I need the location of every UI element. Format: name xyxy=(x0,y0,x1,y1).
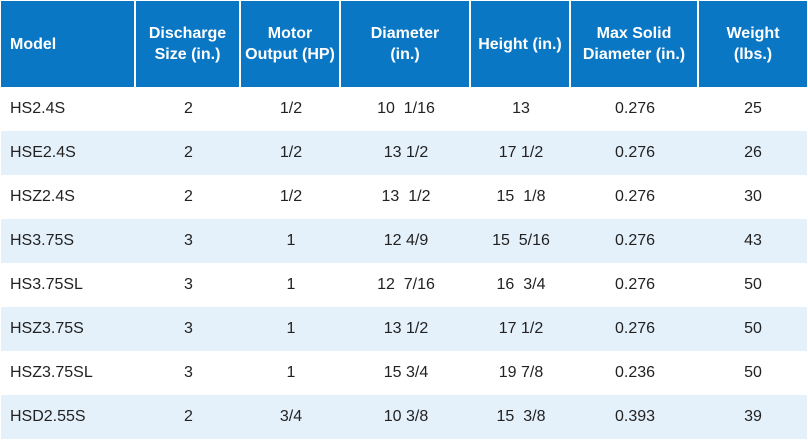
cell-height: 19 7/8 xyxy=(471,351,571,395)
column-header-model: Model xyxy=(1,1,136,87)
cell-height: 15 1/8 xyxy=(471,175,571,219)
cell-model: HS3.75S xyxy=(1,219,136,263)
header-row: Model Discharge Size (in.) Motor Output … xyxy=(1,1,807,87)
cell-motor-output: 1/2 xyxy=(241,175,341,219)
cell-max-solid-diameter: 0.276 xyxy=(571,219,699,263)
header-line: Weight xyxy=(726,25,780,42)
table-row: HS3.75SL 3 1 12 7/16 16 3/4 0.276 50 xyxy=(1,263,807,307)
cell-diameter: 15 3/4 xyxy=(341,351,471,395)
header-line: Model xyxy=(10,35,57,53)
cell-weight: 50 xyxy=(699,351,807,395)
column-header-max-solid-diameter: Max Solid Diameter (in.) xyxy=(571,1,699,87)
cell-discharge-size: 3 xyxy=(136,351,241,395)
column-header-discharge-size: Discharge Size (in.) xyxy=(136,1,241,87)
table-row: HS2.4S 2 1/2 10 1/16 13 0.276 25 xyxy=(1,87,807,131)
header-line: Motor xyxy=(267,25,313,42)
cell-weight: 39 xyxy=(699,395,807,439)
cell-motor-output: 1 xyxy=(241,263,341,307)
table-row: HSE2.4S 2 1/2 13 1/2 17 1/2 0.276 26 xyxy=(1,131,807,175)
column-header-weight: Weight (lbs.) xyxy=(699,1,807,87)
cell-model: HS2.4S xyxy=(1,87,136,131)
cell-motor-output: 3/4 xyxy=(241,395,341,439)
cell-max-solid-diameter: 0.393 xyxy=(571,395,699,439)
cell-discharge-size: 2 xyxy=(136,131,241,175)
table-row: HSZ3.75S 3 1 13 1/2 17 1/2 0.276 50 xyxy=(1,307,807,351)
cell-model: HS3.75SL xyxy=(1,263,136,307)
cell-diameter: 12 4/9 xyxy=(341,219,471,263)
cell-motor-output: 1 xyxy=(241,351,341,395)
cell-motor-output: 1/2 xyxy=(241,131,341,175)
cell-diameter: 13 1/2 xyxy=(341,175,471,219)
cell-height: 15 3/8 xyxy=(471,395,571,439)
cell-diameter: 12 7/16 xyxy=(341,263,471,307)
table-row: HSD2.55S 2 3/4 10 3/8 15 3/8 0.393 39 xyxy=(1,395,807,439)
cell-discharge-size: 2 xyxy=(136,87,241,131)
table-row: HS3.75S 3 1 12 4/9 15 5/16 0.276 43 xyxy=(1,219,807,263)
cell-model: HSE2.4S xyxy=(1,131,136,175)
cell-discharge-size: 2 xyxy=(136,175,241,219)
header-line: Discharge xyxy=(148,25,227,42)
table-row: HSZ2.4S 2 1/2 13 1/2 15 1/8 0.276 30 xyxy=(1,175,807,219)
cell-discharge-size: 3 xyxy=(136,219,241,263)
header-line: Size (in.) xyxy=(154,46,221,63)
column-header-motor-output: Motor Output (HP) xyxy=(241,1,341,87)
cell-discharge-size: 3 xyxy=(136,307,241,351)
header-line: Max Solid xyxy=(596,25,672,42)
cell-discharge-size: 2 xyxy=(136,395,241,439)
header-line: (in.) xyxy=(390,46,420,63)
table-row: HSZ3.75SL 3 1 15 3/4 19 7/8 0.236 50 xyxy=(1,351,807,395)
header-line: (lbs.) xyxy=(733,46,773,63)
cell-weight: 30 xyxy=(699,175,807,219)
header-line: Diameter (in.) xyxy=(582,46,686,63)
cell-motor-output: 1/2 xyxy=(241,87,341,131)
column-header-diameter: Diameter (in.) xyxy=(341,1,471,87)
cell-weight: 50 xyxy=(699,263,807,307)
cell-diameter: 13 1/2 xyxy=(341,307,471,351)
cell-motor-output: 1 xyxy=(241,219,341,263)
cell-height: 17 1/2 xyxy=(471,307,571,351)
cell-max-solid-diameter: 0.276 xyxy=(571,263,699,307)
cell-height: 17 1/2 xyxy=(471,131,571,175)
cell-max-solid-diameter: 0.276 xyxy=(571,131,699,175)
cell-model: HSZ3.75SL xyxy=(1,351,136,395)
cell-height: 15 5/16 xyxy=(471,219,571,263)
cell-discharge-size: 3 xyxy=(136,263,241,307)
cell-weight: 43 xyxy=(699,219,807,263)
cell-max-solid-diameter: 0.276 xyxy=(571,175,699,219)
cell-max-solid-diameter: 0.276 xyxy=(571,307,699,351)
cell-weight: 25 xyxy=(699,87,807,131)
cell-weight: 26 xyxy=(699,131,807,175)
cell-diameter: 10 1/16 xyxy=(341,87,471,131)
column-header-height: Height (in.) xyxy=(471,1,571,87)
header-line: Height (in.) xyxy=(478,35,562,53)
cell-height: 13 xyxy=(471,87,571,131)
cell-height: 16 3/4 xyxy=(471,263,571,307)
header-line: Output (HP) xyxy=(245,46,335,63)
cell-model: HSD2.55S xyxy=(1,395,136,439)
table-header: Model Discharge Size (in.) Motor Output … xyxy=(1,1,807,87)
cell-diameter: 10 3/8 xyxy=(341,395,471,439)
header-line: Diameter xyxy=(370,25,440,42)
cell-weight: 50 xyxy=(699,307,807,351)
cell-diameter: 13 1/2 xyxy=(341,131,471,175)
cell-model: HSZ3.75S xyxy=(1,307,136,351)
cell-max-solid-diameter: 0.236 xyxy=(571,351,699,395)
table-body: HS2.4S 2 1/2 10 1/16 13 0.276 25 HSE2.4S… xyxy=(1,87,807,439)
cell-max-solid-diameter: 0.276 xyxy=(571,87,699,131)
cell-model: HSZ2.4S xyxy=(1,175,136,219)
cell-motor-output: 1 xyxy=(241,307,341,351)
